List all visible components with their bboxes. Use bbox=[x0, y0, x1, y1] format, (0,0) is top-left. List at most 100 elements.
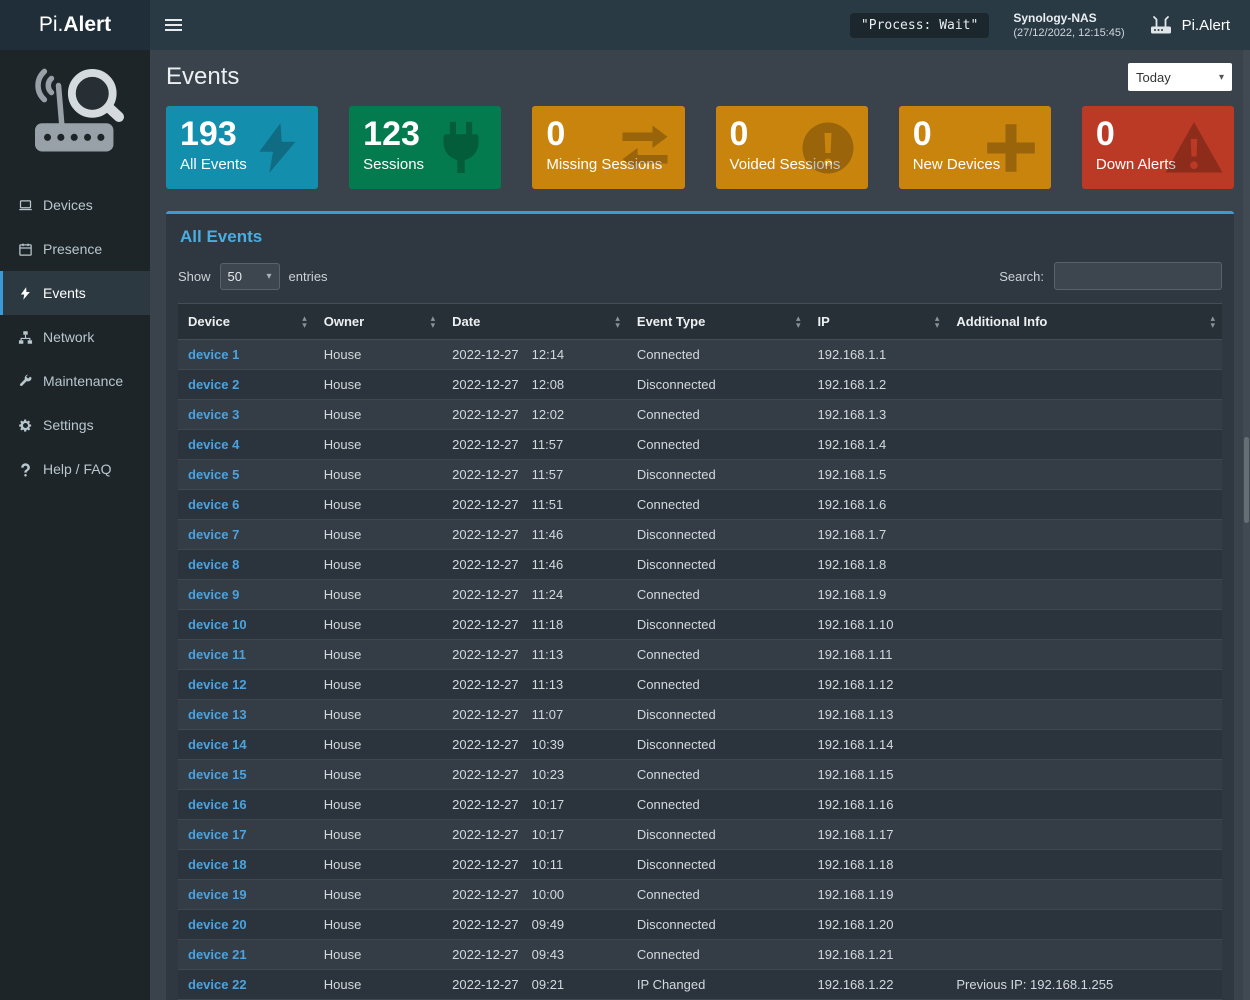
column-header-ip[interactable]: IP ▴ ▾ bbox=[807, 303, 947, 340]
device-link[interactable]: device 11 bbox=[188, 647, 246, 662]
device-link[interactable]: device 21 bbox=[188, 947, 247, 962]
stat-card-all-events[interactable]: 193 All Events bbox=[166, 106, 319, 189]
device-link[interactable]: device 19 bbox=[188, 887, 247, 902]
page-length-select[interactable]: 50 ▾ bbox=[219, 262, 280, 290]
device-cell: device 1 bbox=[178, 339, 314, 370]
owner-cell: House bbox=[313, 339, 443, 370]
events-table-body: device 1 House 2022-12-27 12:14 Connected 192… bbox=[178, 339, 1222, 1000]
hamburger-icon bbox=[164, 19, 182, 31]
event-type-cell: Connected bbox=[626, 669, 808, 700]
date-cell: 2022-12-27 10:17 bbox=[442, 789, 627, 820]
event-type-cell: Connected bbox=[626, 879, 808, 910]
additional-info-cell bbox=[946, 879, 1222, 910]
device-link[interactable]: device 9 bbox=[188, 587, 240, 602]
event-type-cell: Connected bbox=[626, 759, 808, 790]
owner-cell: House bbox=[313, 909, 443, 940]
table-row: device 6 House 2022-12-27 11:51 Connected 192… bbox=[178, 489, 1222, 520]
sidebar-item-devices[interactable]: Devices bbox=[0, 183, 150, 227]
device-link[interactable]: device 22 bbox=[188, 977, 247, 992]
additional-info-cell bbox=[946, 939, 1222, 970]
device-link[interactable]: device 7 bbox=[188, 527, 240, 542]
stat-value: 123 bbox=[363, 115, 420, 153]
search-input[interactable] bbox=[1054, 262, 1222, 290]
table-row: device 1 House 2022-12-27 12:14 Connected 192… bbox=[178, 339, 1222, 370]
top-navbar: Pi. Alert "Process: Wait" Synology-NAS (2… bbox=[0, 0, 1250, 50]
device-cell: device 13 bbox=[178, 699, 314, 730]
sidebar-item-network[interactable]: Network bbox=[0, 315, 150, 359]
date-cell: 2022-12-27 11:57 bbox=[442, 459, 627, 490]
period-select-value: Today bbox=[1136, 69, 1171, 85]
device-link[interactable]: device 14 bbox=[188, 737, 247, 752]
stat-card-down-alerts[interactable]: 0 Down Alerts bbox=[1081, 106, 1235, 189]
device-link[interactable]: device 3 bbox=[188, 407, 240, 422]
ip-cell: 192.168.1.7 bbox=[807, 519, 947, 550]
chevron-down-icon: ▾ bbox=[266, 270, 272, 282]
device-cell: device 10 bbox=[178, 609, 314, 640]
device-link[interactable]: device 12 bbox=[188, 677, 247, 692]
device-link[interactable]: device 5 bbox=[188, 467, 240, 482]
page-length-control: Show 50 ▾ entries bbox=[178, 262, 328, 290]
period-select[interactable]: Today ▾ bbox=[1128, 63, 1232, 91]
device-link[interactable]: device 16 bbox=[188, 797, 247, 812]
stat-card-sessions[interactable]: 123 Sessions bbox=[349, 106, 502, 189]
additional-info-cell bbox=[946, 459, 1222, 490]
navbar-right: "Process: Wait" Synology-NAS (27/12/2022… bbox=[849, 11, 1238, 39]
device-link[interactable]: device 10 bbox=[188, 617, 247, 632]
sidebar-item-settings[interactable]: Settings bbox=[0, 403, 150, 447]
additional-info-cell bbox=[946, 429, 1222, 460]
device-link[interactable]: device 2 bbox=[188, 377, 240, 392]
device-link[interactable]: device 8 bbox=[188, 557, 240, 572]
brand-logo[interactable]: Pi. Alert bbox=[0, 0, 150, 50]
device-cell: device 3 bbox=[178, 399, 314, 430]
scrollbar-thumb[interactable] bbox=[1244, 437, 1249, 523]
column-header-device[interactable]: Device ▴ ▾ bbox=[178, 303, 314, 340]
device-link[interactable]: device 15 bbox=[188, 767, 247, 782]
sidebar-item-label: Network bbox=[43, 329, 95, 345]
stat-card-voided-sessions[interactable]: 0 Voided Sessions bbox=[715, 106, 868, 189]
brand-bold: Alert bbox=[63, 13, 112, 36]
owner-cell: House bbox=[313, 399, 443, 430]
table-row: device 4 House 2022-12-27 11:57 Connected 192… bbox=[178, 429, 1222, 460]
table-row: device 16 House 2022-12-27 10:17 Connected 19… bbox=[178, 789, 1222, 820]
sidebar-item-help-faq[interactable]: Help / FAQ bbox=[0, 447, 150, 491]
column-header-additional-info[interactable]: Additional Info ▴ ▾ bbox=[946, 303, 1222, 340]
date-cell: 2022-12-27 12:02 bbox=[442, 399, 627, 430]
stat-card-missing-sessions[interactable]: 0 Missing Sessions bbox=[532, 106, 685, 189]
device-cell: device 5 bbox=[178, 459, 314, 490]
device-link[interactable]: device 4 bbox=[188, 437, 240, 452]
sidebar-item-maintenance[interactable]: Maintenance bbox=[0, 359, 150, 403]
device-cell: device 15 bbox=[178, 759, 314, 790]
owner-cell: House bbox=[313, 519, 443, 550]
owner-cell: House bbox=[313, 819, 443, 850]
table-row: device 17 House 2022-12-27 10:17 Disconnecte… bbox=[178, 819, 1222, 850]
table-row: device 8 House 2022-12-27 11:46 Disconnected… bbox=[178, 549, 1222, 580]
device-cell: device 20 bbox=[178, 909, 314, 940]
device-cell: device 21 bbox=[178, 939, 314, 970]
device-link[interactable]: device 6 bbox=[188, 497, 240, 512]
column-header-owner[interactable]: Owner ▴ ▾ bbox=[313, 303, 443, 340]
scrollbar[interactable] bbox=[1243, 50, 1250, 1000]
stat-value: 0 bbox=[546, 115, 566, 153]
owner-cell: House bbox=[313, 699, 443, 730]
sidebar-item-presence[interactable]: Presence bbox=[0, 227, 150, 271]
question-icon bbox=[18, 462, 43, 477]
column-header-date[interactable]: Date ▴ ▾ bbox=[442, 303, 627, 340]
device-cell: device 18 bbox=[178, 849, 314, 880]
date-cell: 2022-12-27 10:11 bbox=[442, 849, 627, 880]
device-link[interactable]: device 13 bbox=[188, 707, 247, 722]
date-cell: 2022-12-27 09:49 bbox=[442, 909, 627, 940]
device-link[interactable]: device 20 bbox=[188, 917, 247, 932]
device-cell: device 17 bbox=[178, 819, 314, 850]
sidebar-item-events[interactable]: Events bbox=[0, 271, 150, 315]
stat-card-new-devices[interactable]: 0 New Devices bbox=[898, 106, 1051, 189]
device-link[interactable]: device 1 bbox=[188, 347, 240, 362]
pialert-router-magnifier-logo bbox=[0, 50, 150, 183]
sidebar-item-label: Help / FAQ bbox=[43, 461, 112, 477]
stat-label: Sessions bbox=[363, 156, 425, 174]
column-header-event-type[interactable]: Event Type ▴ ▾ bbox=[626, 303, 808, 340]
event-type-cell: Connected bbox=[626, 339, 808, 370]
additional-info-cell bbox=[946, 399, 1222, 430]
device-link[interactable]: device 18 bbox=[188, 857, 247, 872]
device-link[interactable]: device 17 bbox=[188, 827, 247, 842]
sidebar-toggle-button[interactable] bbox=[150, 0, 196, 50]
